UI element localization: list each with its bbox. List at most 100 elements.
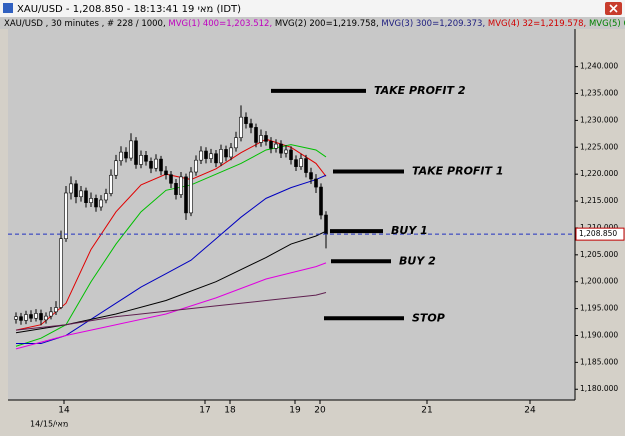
candle-body <box>139 155 143 165</box>
header-bg <box>0 17 625 29</box>
y-tick-label: 1,205.000 <box>580 250 618 259</box>
header-part: MVG(3) 300=1,209.373, <box>381 19 488 29</box>
candle-body <box>169 174 173 184</box>
candle-body <box>189 171 193 214</box>
y-tick-label: 1,230.000 <box>580 115 618 124</box>
candle-body <box>149 160 153 169</box>
candle-body <box>194 159 198 173</box>
level-label: BUY 2 <box>399 254 436 267</box>
y-tick-label: 1,240.000 <box>580 62 618 71</box>
candle-body <box>54 307 58 313</box>
y-tick-label: 1,185.000 <box>580 357 618 366</box>
x-tick-label: 14 <box>58 406 70 416</box>
candle-body <box>99 199 103 208</box>
candle-body <box>29 314 33 319</box>
candle-body <box>239 116 243 138</box>
level-label: TAKE PROFIT 1 <box>412 164 504 177</box>
header-part: MVG(2) 200=1,219.758, <box>275 19 382 29</box>
moving-average <box>16 174 327 345</box>
candle-body <box>269 141 273 149</box>
candle-body <box>224 149 228 158</box>
candle-body <box>124 151 128 159</box>
date-note: 14/15/מאי <box>30 420 68 429</box>
moving-average <box>15 291 327 331</box>
candle-body <box>179 176 183 195</box>
chart-header: XAU/USD , 30 minutes , # 228 / 1000, MVG… <box>4 19 625 29</box>
candle-body <box>164 170 168 176</box>
x-tick-label: 17 <box>199 406 210 416</box>
candle-body <box>134 140 138 165</box>
candle-body <box>109 174 113 194</box>
candle-body <box>64 192 68 239</box>
candle-body <box>204 150 208 159</box>
y-tick-label: 1,190.000 <box>580 330 618 339</box>
candle-body <box>274 143 278 149</box>
y-tick-label: 1,195.000 <box>580 304 618 313</box>
candle-body <box>24 314 28 321</box>
x-tick-label: 24 <box>524 406 536 416</box>
y-tick-label: 1,215.000 <box>580 196 618 205</box>
level-label: TAKE PROFIT 2 <box>374 84 466 97</box>
candle-body <box>129 140 133 159</box>
candle-body <box>214 153 218 164</box>
candle-body <box>89 198 93 203</box>
candle-body <box>114 160 118 176</box>
candle-body <box>119 151 123 162</box>
candle-body <box>199 150 203 161</box>
candle-body <box>94 198 98 208</box>
moving-average <box>15 230 327 334</box>
candle-body <box>74 183 78 198</box>
y-tick-label: 1,200.000 <box>580 277 618 286</box>
candle-body <box>59 238 63 308</box>
level-label: BUY 1 <box>391 224 428 237</box>
x-tick-label: 21 <box>421 406 432 416</box>
price-box <box>575 227 625 241</box>
candle-body <box>299 158 303 167</box>
candle-body <box>324 214 328 235</box>
x-tick-label: 19 <box>289 406 301 416</box>
candle-body <box>14 316 18 320</box>
x-tick-label: 20 <box>314 406 326 416</box>
y-tick-label: 1,225.000 <box>580 142 618 151</box>
header-part: XAU/USD , 30 minutes , # 228 / 1000, <box>4 19 168 29</box>
candle-body <box>79 190 83 198</box>
y-tick-label: 1,235.000 <box>580 89 618 98</box>
candle-body <box>209 153 213 159</box>
candle-body <box>19 316 23 321</box>
candle-body <box>249 123 253 128</box>
candle-body <box>159 158 163 172</box>
header-part: MVG(4) 32=1,219.578, <box>488 19 589 29</box>
y-tick-label: 1,180.000 <box>580 384 618 393</box>
candle-body <box>39 313 43 321</box>
candle-body <box>254 127 258 143</box>
candle-body <box>84 190 88 203</box>
current-price-label: 1,208.850 <box>579 229 617 238</box>
candle-body <box>229 147 233 158</box>
candle-body <box>284 149 288 154</box>
moving-average <box>15 144 327 347</box>
header-part: MVG(1) 400=1,203.512, <box>168 19 275 29</box>
candle-body <box>289 149 293 160</box>
candle-body <box>294 159 298 167</box>
candle-body <box>154 158 158 169</box>
candle-body <box>259 135 263 143</box>
candle-body <box>244 116 248 124</box>
candle-body <box>279 143 283 154</box>
candle-body <box>304 158 308 173</box>
plot-area <box>8 29 575 400</box>
candle-body <box>234 137 238 149</box>
title-bar <box>0 0 625 17</box>
y-tick-label: 1,220.000 <box>580 169 618 178</box>
candle-body <box>44 315 48 321</box>
window-title: XAU/USD - 1,208.850 - 18:13:41 19 מאי (I… <box>17 4 241 15</box>
candle-body <box>264 135 268 142</box>
candle-body <box>174 183 178 195</box>
candle-body <box>184 176 188 214</box>
x-tick-label: 18 <box>224 406 236 416</box>
candle-body <box>104 193 108 201</box>
candle-body <box>319 186 323 216</box>
candle-body <box>69 183 73 194</box>
moving-average <box>15 262 327 350</box>
